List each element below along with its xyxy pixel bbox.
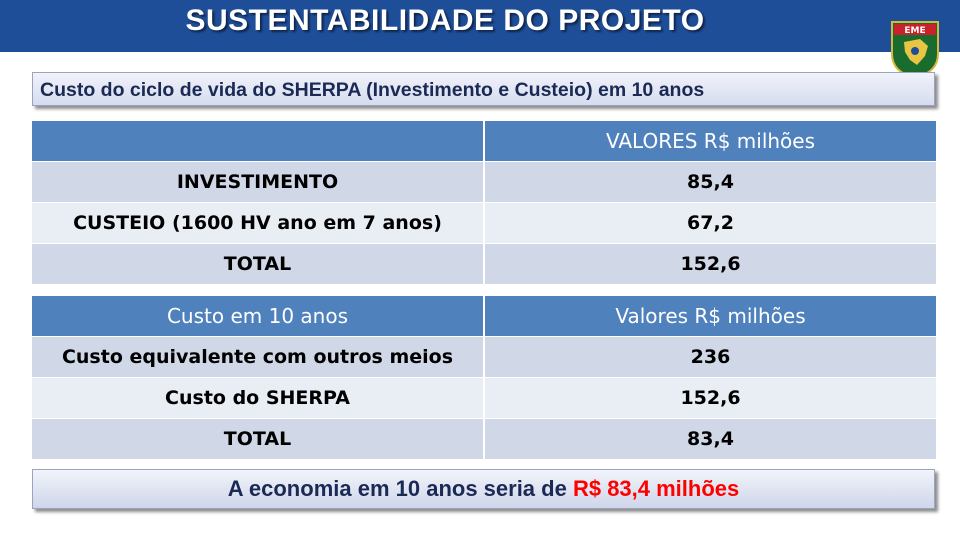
subtitle-banner: Custo do ciclo de vida do SHERPA (Invest… bbox=[32, 72, 935, 106]
emblem-text: EME bbox=[904, 26, 925, 36]
row-value: 152,6 bbox=[484, 377, 936, 419]
row-value: 83,4 bbox=[484, 418, 936, 460]
row-label: CUSTEIO (1600 HV ano em 7 anos) bbox=[32, 202, 485, 244]
table-header-row: Custo em 10 anos Valores R$ milhões bbox=[32, 296, 936, 337]
row-label: TOTAL bbox=[32, 243, 485, 285]
row-value: 236 bbox=[484, 336, 936, 378]
row-value: 85,4 bbox=[484, 161, 936, 203]
row-label: Custo do SHERPA bbox=[32, 377, 485, 419]
table-row: CUSTEIO (1600 HV ano em 7 anos) 67,2 bbox=[32, 202, 936, 244]
savings-text: A economia em 10 anos seria de bbox=[227, 476, 567, 501]
table-row: INVESTIMENTO 85,4 bbox=[32, 161, 936, 203]
header-cell: Custo em 10 anos bbox=[32, 296, 485, 337]
table-row: TOTAL 83,4 bbox=[32, 418, 936, 460]
header-cell: Valores R$ milhões bbox=[484, 296, 936, 337]
header-bar: SUSTENTABILIDADE DO PROJETO bbox=[0, 0, 960, 52]
table-row: Custo equivalente com outros meios 236 bbox=[32, 336, 936, 378]
table-header-row: VALORES R$ milhões bbox=[32, 121, 936, 162]
row-label: Custo equivalente com outros meios bbox=[32, 336, 485, 378]
header-cell bbox=[32, 121, 485, 162]
ten-year-cost-table: Custo em 10 anos Valores R$ milhões Cust… bbox=[32, 296, 936, 460]
lifecycle-cost-table: VALORES R$ milhões INVESTIMENTO 85,4 CUS… bbox=[32, 121, 936, 285]
savings-banner: A economia em 10 anos seria de R$ 83,4 m… bbox=[32, 469, 935, 509]
eme-emblem-icon: EME bbox=[891, 21, 939, 80]
row-value: 67,2 bbox=[484, 202, 936, 244]
savings-amount: R$ 83,4 milhões bbox=[572, 476, 740, 501]
table-row: Custo do SHERPA 152,6 bbox=[32, 377, 936, 419]
row-label: TOTAL bbox=[32, 418, 485, 460]
row-label: INVESTIMENTO bbox=[32, 161, 485, 203]
table-row: TOTAL 152,6 bbox=[32, 243, 936, 285]
row-value: 152,6 bbox=[484, 243, 936, 285]
page-title: SUSTENTABILIDADE DO PROJETO bbox=[185, 4, 705, 37]
header-cell: VALORES R$ milhões bbox=[484, 121, 936, 162]
